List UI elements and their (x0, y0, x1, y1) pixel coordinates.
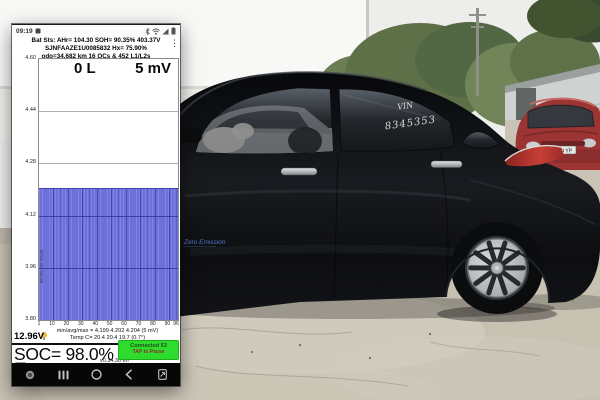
taillight (504, 144, 564, 167)
x-tick-label: 96 (173, 321, 179, 327)
cell-diff-mv: 5 mV (135, 60, 171, 77)
overflow-menu-icon[interactable]: ⋮ (170, 38, 179, 48)
android-nav-bar (12, 363, 180, 386)
temperature-readout: Temp C= 20.4 20.4 19.7 (0.7°) (69, 335, 146, 341)
connected-button[interactable]: Connected 53 TAP to Pause (118, 340, 179, 360)
voltage-bars (39, 187, 178, 320)
door-handle-rear (430, 160, 463, 168)
phone-overlay: 09:19 Bat Sts: AHr= 104.30 SOH= 90.35% 4… (12, 24, 180, 386)
y-tick-label: 4.12 (25, 211, 36, 218)
notification-icon (35, 28, 41, 34)
y-axis-note: 80 mV per Scale (39, 249, 44, 283)
x-tick-label: 60 (121, 321, 127, 327)
recents-button[interactable] (55, 367, 71, 383)
nissan-leaf: VIN 8345353 Zero Emission (150, 71, 600, 321)
bluetooth-icon (145, 27, 150, 35)
x-tick-label: 10 (49, 321, 55, 327)
clock: 09:19 (16, 27, 33, 35)
summary-row: 0 L 5 mV (38, 60, 177, 77)
x-tick-label: 40 (92, 321, 99, 327)
red-car-headlight (582, 138, 596, 148)
status-bar: 09:19 (12, 25, 180, 37)
header-line-1: Bat Sts: AHr= 104.30 SOH= 90.35% 403.37V (31, 37, 161, 44)
x-tick-label: 20 (63, 321, 70, 327)
battery-icon (171, 27, 176, 35)
x-tick-label: 90 (164, 321, 171, 327)
x-tick-label: 1 (37, 321, 41, 327)
capture-button[interactable] (154, 367, 170, 383)
y-tick-label: 3.80 (25, 316, 36, 322)
bulb-icon (41, 328, 47, 346)
door-handle-front (280, 167, 318, 176)
app-version: v0.34.30 en (100, 358, 129, 364)
low-cell-count: 0 L (74, 60, 96, 77)
header-line-3: odo=34,682 km 16 QCs & 452 L1/L2s (41, 53, 151, 61)
y-tick-label: 4.28 (25, 159, 36, 166)
signal-icon (162, 28, 169, 34)
y-tick-label: 3.96 (25, 263, 36, 270)
floating-app-icon[interactable] (22, 367, 38, 383)
header-line-2: SJNFAAZE1U0085832 Hx= 75.90% (44, 45, 148, 53)
x-tick-label: 70 (135, 321, 142, 327)
aux-battery-voltage: 12.96V (14, 331, 45, 342)
battery-status-header: Bat Sts: AHr= 104.30 SOH= 90.35% 403.37V… (12, 37, 180, 62)
y-tick-label: 4.60 (25, 55, 36, 61)
x-tick-label: 80 (150, 321, 156, 327)
zero-emission-badge: Zero Emission (183, 239, 226, 247)
divider (12, 343, 125, 345)
vin-graffiti-line1: VIN (397, 100, 415, 111)
cell-voltage-chart[interactable] (38, 58, 179, 321)
wifi-icon (152, 27, 160, 35)
home-button[interactable] (88, 367, 104, 383)
x-tick-label: 50 (106, 321, 113, 327)
min-avg-max-readout: min/avg/max = 4.199 4.202 4.204 (5 mV) (56, 328, 159, 334)
svg-text:Zero Emission: Zero Emission (183, 239, 226, 246)
rear-wheel (451, 222, 543, 314)
back-button[interactable] (121, 367, 137, 383)
tap-to-pause-label: TAP to Pause (132, 349, 165, 355)
rear-door-window (338, 88, 456, 152)
quarter-window (461, 131, 500, 149)
y-tick-label: 4.44 (25, 107, 36, 114)
x-axis-labels: 1 10 20 30 40 50 60 70 80 90 96 (37, 321, 179, 328)
red-car-plate-text: 94 YP (559, 149, 573, 155)
x-tick-label: 30 (78, 321, 84, 327)
y-axis-labels: 4.60 4.44 4.28 4.12 3.96 3.80 (16, 55, 36, 322)
utility-pole (469, 8, 486, 96)
view-through-glass (196, 88, 333, 154)
soc-readout: SOC= 98.0% (14, 344, 114, 364)
side-mirror (178, 127, 202, 143)
connected-status: Connected 53 (130, 343, 167, 349)
